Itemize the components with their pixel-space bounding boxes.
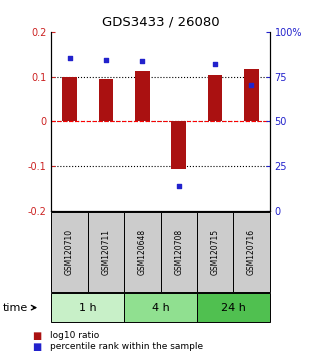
Bar	[99, 79, 113, 121]
Point	[103, 57, 108, 62]
Text: 1 h: 1 h	[79, 303, 97, 313]
Bar	[208, 75, 222, 121]
Text: 24 h: 24 h	[221, 303, 246, 313]
Text: GSM120715: GSM120715	[211, 229, 220, 275]
Text: GSM120708: GSM120708	[174, 229, 183, 275]
Point	[67, 55, 72, 61]
Point	[213, 61, 218, 67]
Text: ■: ■	[32, 331, 41, 341]
Text: GSM120711: GSM120711	[101, 229, 110, 275]
Text: GSM120716: GSM120716	[247, 229, 256, 275]
Point	[176, 184, 181, 189]
Text: log10 ratio: log10 ratio	[50, 331, 99, 340]
Text: time: time	[3, 303, 29, 313]
Bar	[171, 121, 186, 169]
Point	[140, 58, 145, 64]
Text: GSM120710: GSM120710	[65, 229, 74, 275]
Point	[249, 82, 254, 88]
Text: 4 h: 4 h	[152, 303, 169, 313]
Text: GSM120648: GSM120648	[138, 229, 147, 275]
Bar	[244, 69, 259, 121]
Text: GDS3433 / 26080: GDS3433 / 26080	[102, 16, 219, 29]
Bar	[62, 78, 77, 121]
Text: ■: ■	[32, 342, 41, 352]
Bar	[135, 71, 150, 121]
Text: percentile rank within the sample: percentile rank within the sample	[50, 342, 203, 352]
